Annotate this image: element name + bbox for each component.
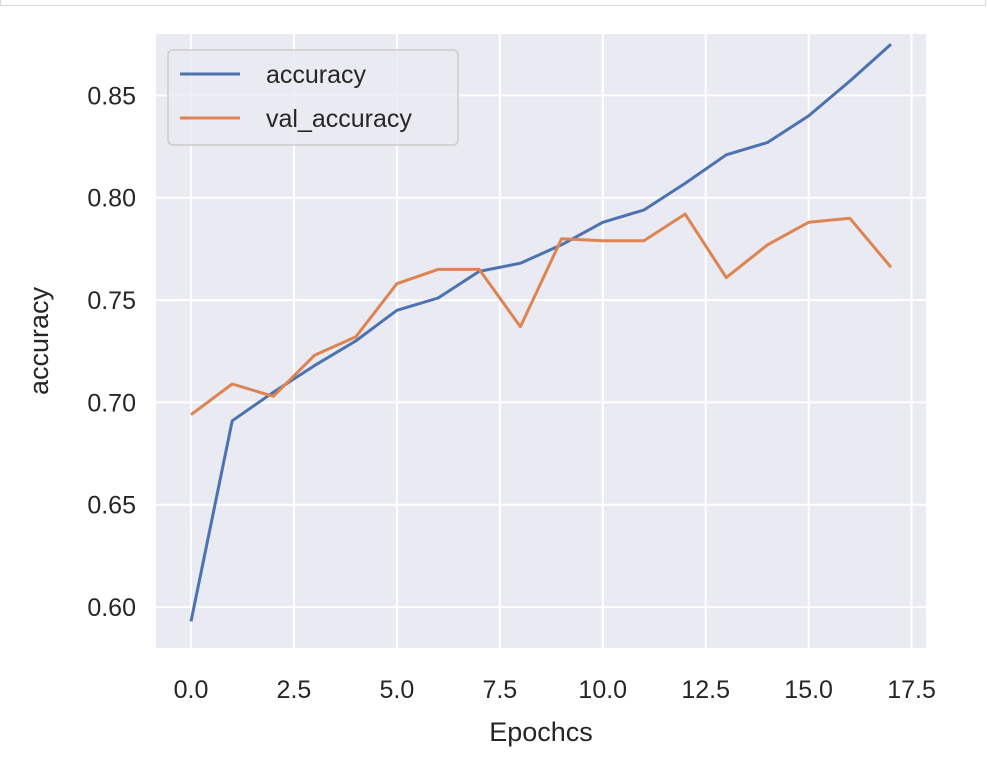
legend: accuracy val_accuracy: [167, 49, 459, 146]
x-tick-label: 12.5: [681, 676, 730, 704]
x-tick-label: 0.0: [174, 676, 209, 704]
x-axis-label: Epochcs: [489, 717, 593, 747]
legend-box: [167, 49, 459, 146]
legend-label-val-accuracy: val_accuracy: [266, 105, 412, 133]
y-tick-label: 0.70: [87, 389, 136, 417]
y-tick-label: 0.75: [87, 287, 136, 315]
y-tick-label: 0.65: [87, 492, 136, 520]
y-tick-label: 0.80: [87, 185, 136, 213]
y-tick-label: 0.85: [87, 82, 136, 110]
legend-label-accuracy: accuracy: [266, 61, 367, 89]
y-tick-label: 0.60: [87, 594, 136, 622]
window-frame: [0, 0, 986, 6]
series-line-accuracy: [189, 43, 893, 622]
series-line-val-accuracy: [190, 212, 893, 416]
x-tick-label: 10.0: [578, 676, 627, 704]
x-tick-label: 17.5: [887, 676, 936, 704]
x-tick-label: 5.0: [379, 676, 414, 704]
y-tick-labels: 0.60 0.65 0.70 0.75 0.80 0.85: [87, 82, 136, 622]
x-tick-label: 7.5: [482, 676, 517, 704]
series-lines: [189, 43, 893, 622]
x-tick-label: 2.5: [277, 676, 312, 704]
x-tick-label: 15.0: [784, 676, 833, 704]
x-tick-labels: 0.0 2.5 5.0 7.5 10.0 12.5 15.0 17.5: [174, 676, 936, 704]
y-axis-label: accuracy: [24, 286, 54, 395]
